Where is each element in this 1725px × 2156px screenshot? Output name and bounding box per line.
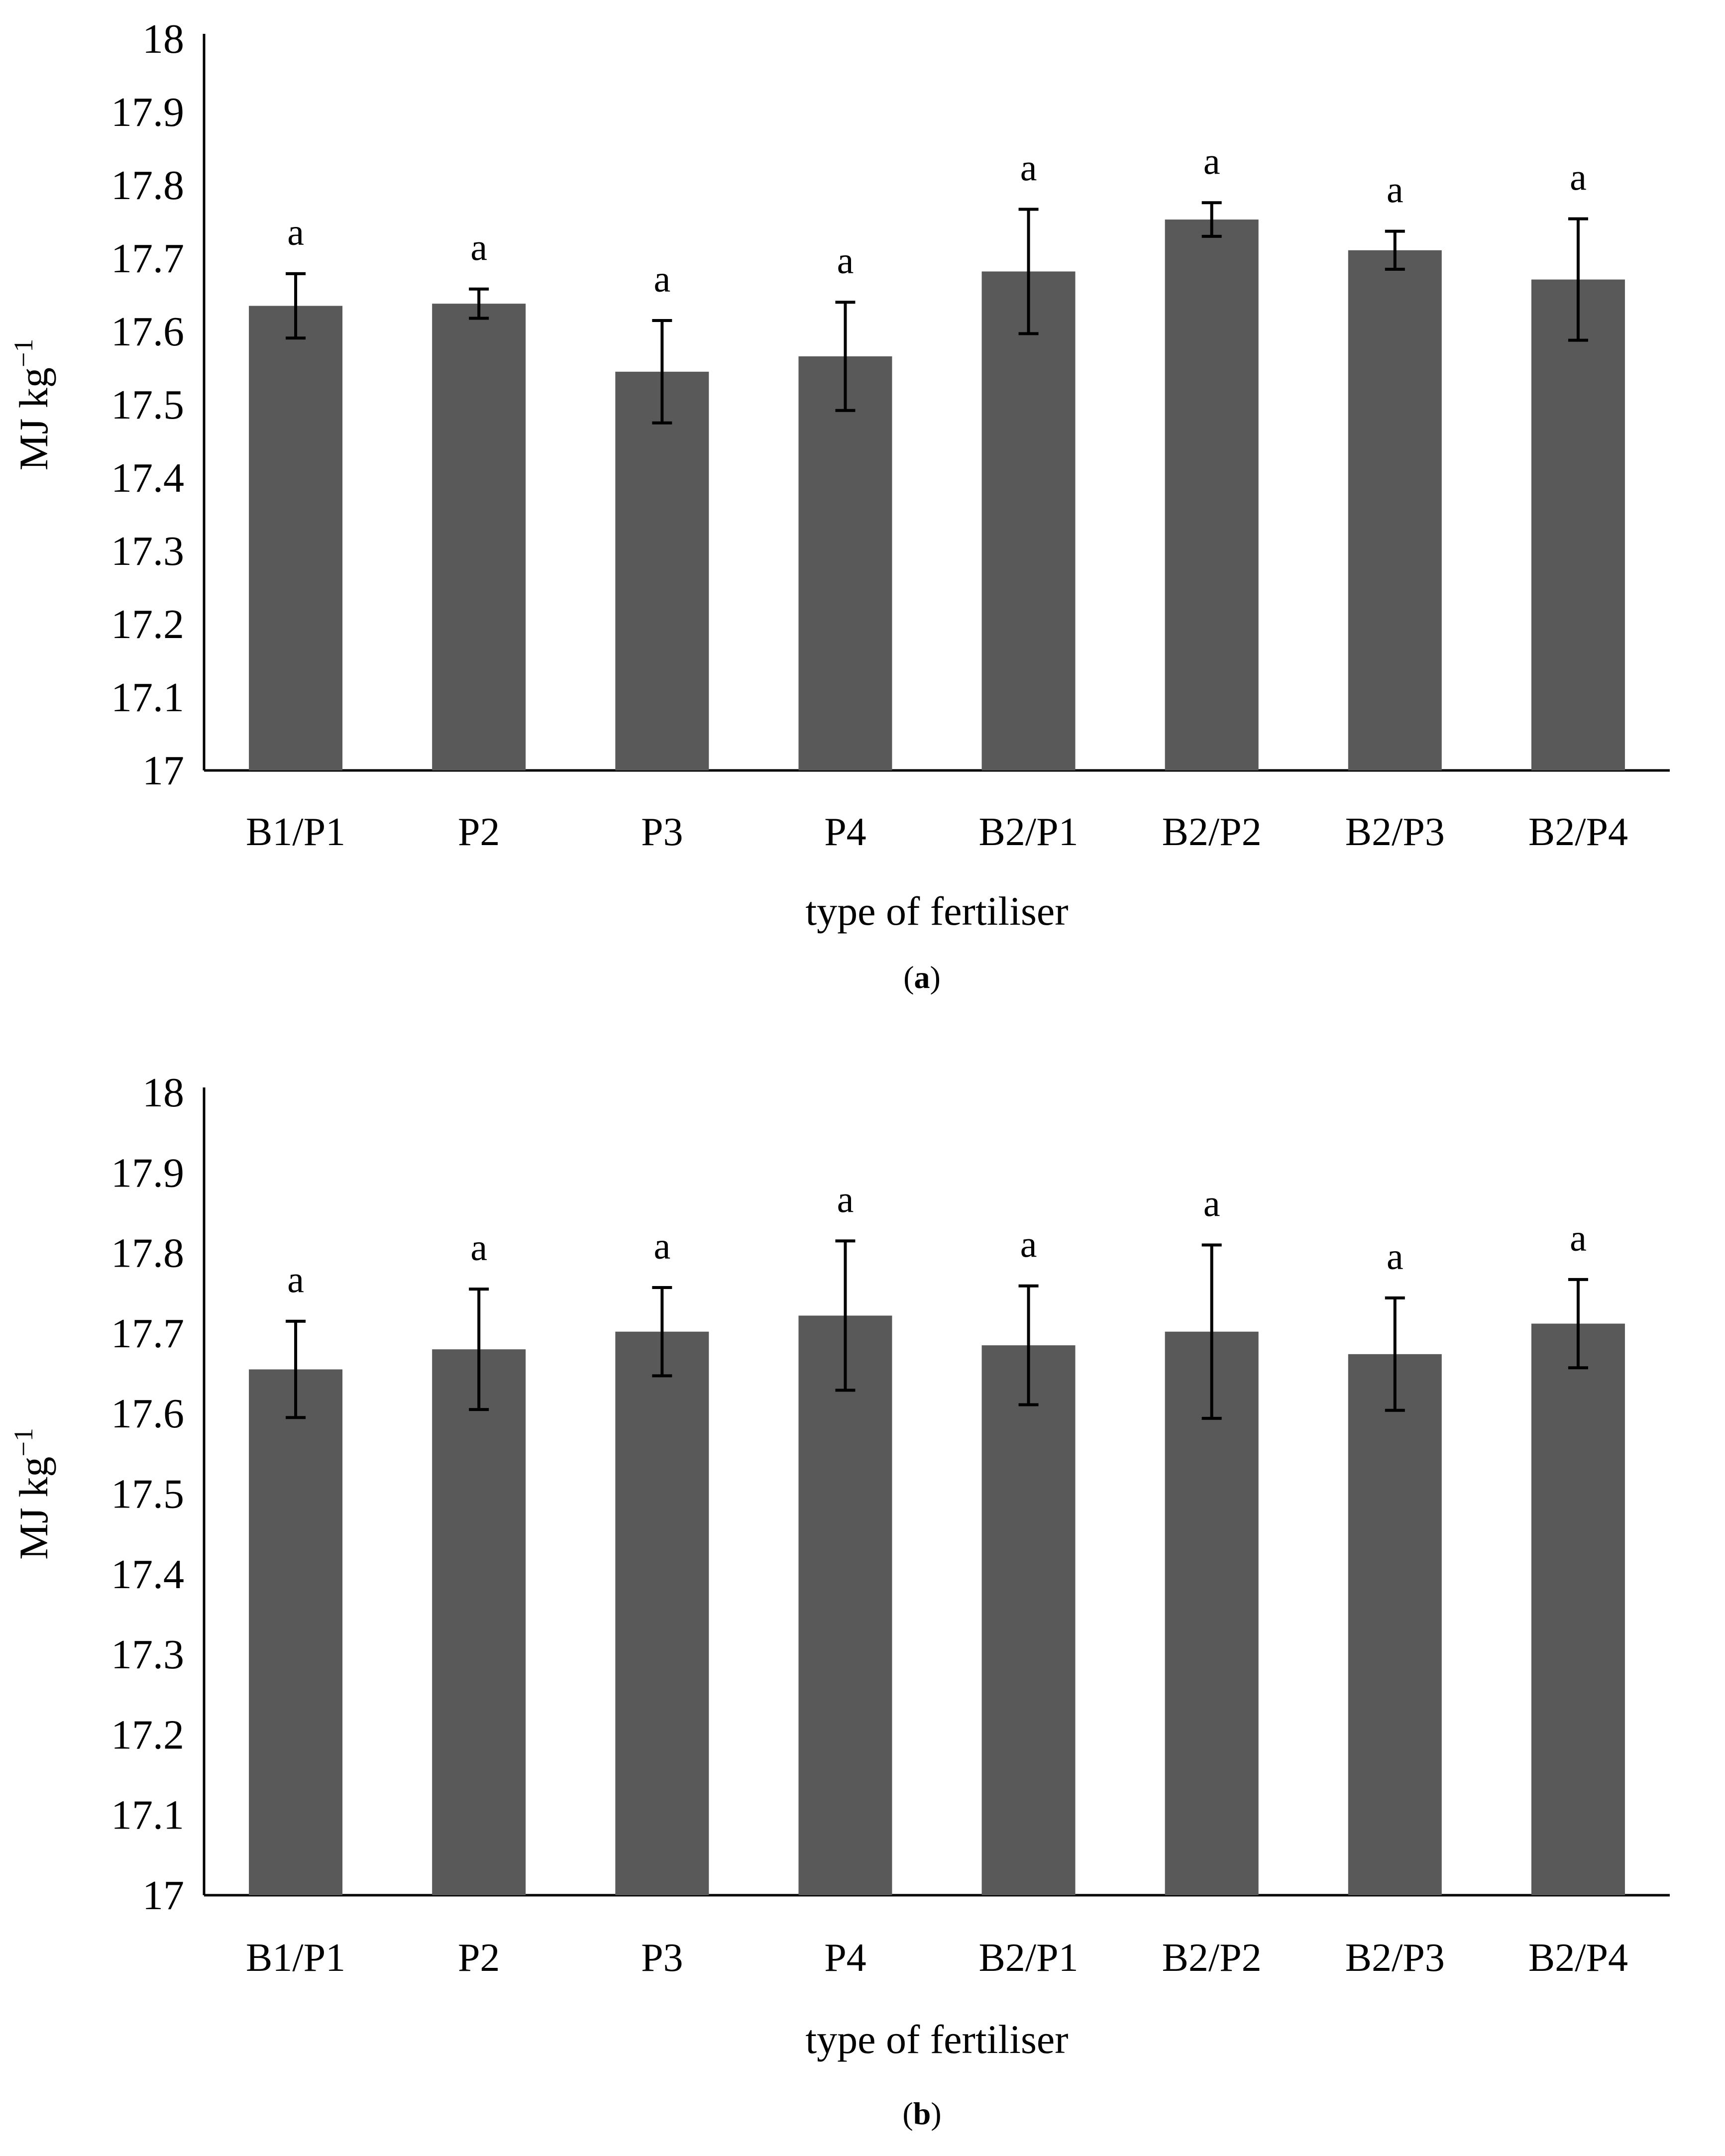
significance-label: a [1570,157,1587,199]
x-tick-label: B2/P1 [979,1936,1078,1980]
significance-label: a [653,258,670,300]
panel-label: (a) [903,960,941,995]
y-tick-label: 17.8 [111,1230,184,1277]
significance-label: a [1387,1236,1403,1278]
significance-label: a [287,1259,304,1301]
y-tick-label: 17.9 [111,89,184,135]
bar [1165,219,1259,771]
x-tick-label: B2/P3 [1345,1936,1445,1980]
x-tick-label: P2 [458,1936,500,1980]
panel-label: (b) [902,2096,941,2131]
x-tick-label: B1/P1 [246,1936,345,1980]
x-tick-label: P4 [824,1936,866,1980]
bar [1531,279,1625,770]
panel-letter: a [914,960,930,995]
significance-label: a [1020,1224,1037,1266]
panel-paren: ) [930,960,941,995]
significance-label: a [653,1225,670,1267]
bar [1165,1331,1259,1895]
bar [615,371,709,770]
bar [1531,1323,1625,1895]
x-tick-label: B2/P4 [1528,1936,1628,1980]
bar [249,306,343,770]
y-axis-title-base: MJ kg [11,367,56,470]
bar [798,356,892,770]
bar [249,1369,343,1895]
x-axis-title: type of fertiliser [805,2017,1068,2062]
y-tick-label: 17.4 [111,1551,184,1598]
bar [798,1315,892,1895]
y-tick-label: 17.6 [111,1391,184,1437]
y-tick-label: 17.5 [111,382,184,428]
y-tick-label: 17.5 [111,1471,184,1517]
x-axis-title: type of fertiliser [805,888,1068,934]
bar [1348,250,1442,771]
x-tick-label: B2/P4 [1528,810,1628,854]
y-tick-label: 17.1 [111,674,184,721]
panel-paren: ( [902,2096,913,2131]
y-tick-label: 17.4 [111,455,184,501]
y-axis-title: MJ kg−1 [8,339,56,471]
significance-label: a [287,212,304,253]
y-tick-label: 17.7 [111,235,184,282]
y-tick-label: 17.3 [111,1631,184,1678]
panel-paren: ( [903,960,914,995]
significance-label: a [470,227,487,269]
significance-label: a [837,240,854,282]
x-tick-label: P3 [641,810,683,854]
bar [615,1331,709,1895]
y-tick-label: 17.7 [111,1310,184,1357]
y-tick-label: 18 [142,16,184,62]
significance-label: a [1570,1217,1587,1259]
significance-label: a [470,1227,487,1269]
x-tick-label: B2/P2 [1162,810,1262,854]
y-tick-label: 17.9 [111,1150,184,1196]
x-tick-label: B2/P3 [1345,810,1445,854]
panel-paren: ) [931,2096,941,2131]
x-tick-label: P4 [824,810,866,854]
significance-label: a [1387,169,1403,211]
chart-panel-b: 17 17.1 17.2 17.3 17.4 17.5 17.6 17.7 17.8 17.9 18… [8,1070,1670,2131]
y-tick-label: 17 [142,748,184,794]
bar [981,271,1076,770]
y-axis-title: MJ kg−1 [8,1428,56,1560]
chart-panel-a: 17 17.1 17.2 17.3 17.4 17.5 17.6 17.7 17.8 17.9 18… [8,16,1670,995]
y-tick-label: 17.3 [111,528,184,574]
bar [981,1345,1076,1895]
panel-letter: b [913,2096,931,2131]
y-axis-title-superscript: −1 [8,339,38,367]
bar [432,304,526,770]
x-tick-label: B2/P1 [979,810,1078,854]
y-tick-label: 17.2 [111,1712,184,1758]
y-axis-title-superscript: −1 [8,1428,38,1456]
significance-label: a [837,1179,854,1220]
x-tick-label: P2 [458,810,500,854]
significance-label: a [1203,140,1220,182]
y-tick-label: 17 [142,1872,184,1919]
x-tick-label: B1/P1 [246,810,345,854]
y-tick-label: 18 [142,1070,184,1116]
significance-label: a [1203,1183,1220,1224]
y-axis-title-base: MJ kg [11,1457,56,1560]
y-tick-label: 17.1 [111,1792,184,1838]
x-tick-label: B2/P2 [1162,1936,1262,1980]
y-tick-label: 17.8 [111,162,184,209]
bar [432,1349,526,1895]
bar [1348,1354,1442,1895]
significance-label: a [1020,147,1037,189]
y-tick-label: 17.6 [111,309,184,355]
x-tick-label: P3 [641,1936,683,1980]
y-tick-label: 17.2 [111,601,184,647]
